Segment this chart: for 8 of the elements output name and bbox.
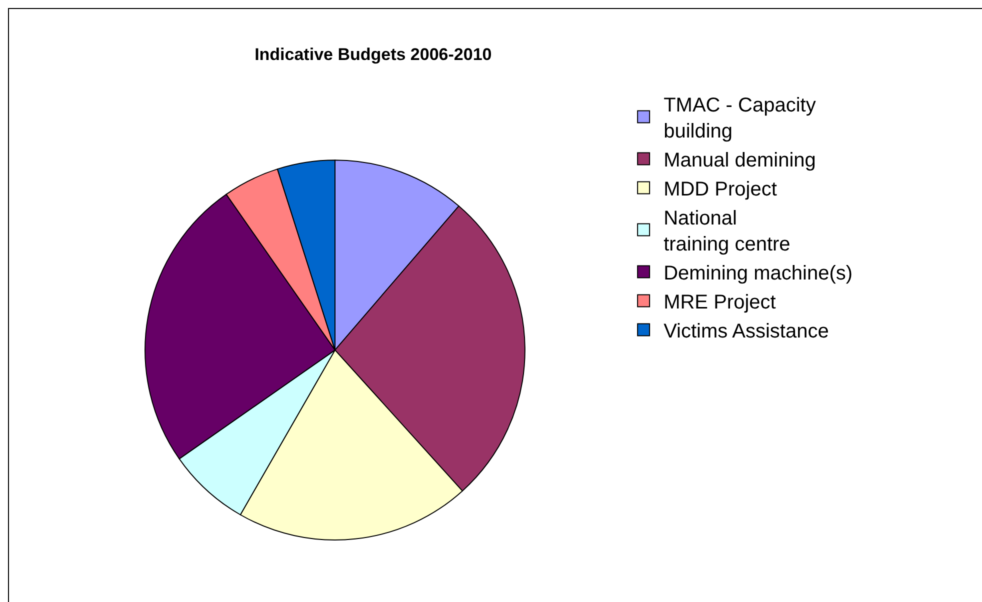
legend-label: Demining machine(s) [664, 262, 853, 285]
legend-label: National training centre [664, 208, 790, 256]
legend-label: MRE Project [664, 292, 776, 314]
chart-title: Indicative Budgets 2006-2010 [254, 45, 492, 64]
legend-label: MDD Project [664, 178, 778, 201]
legend-label: TMAC - Capacity building [664, 94, 816, 143]
legend-label: Victims Assistance [664, 320, 829, 343]
legend-label: Manual demining [664, 150, 816, 172]
